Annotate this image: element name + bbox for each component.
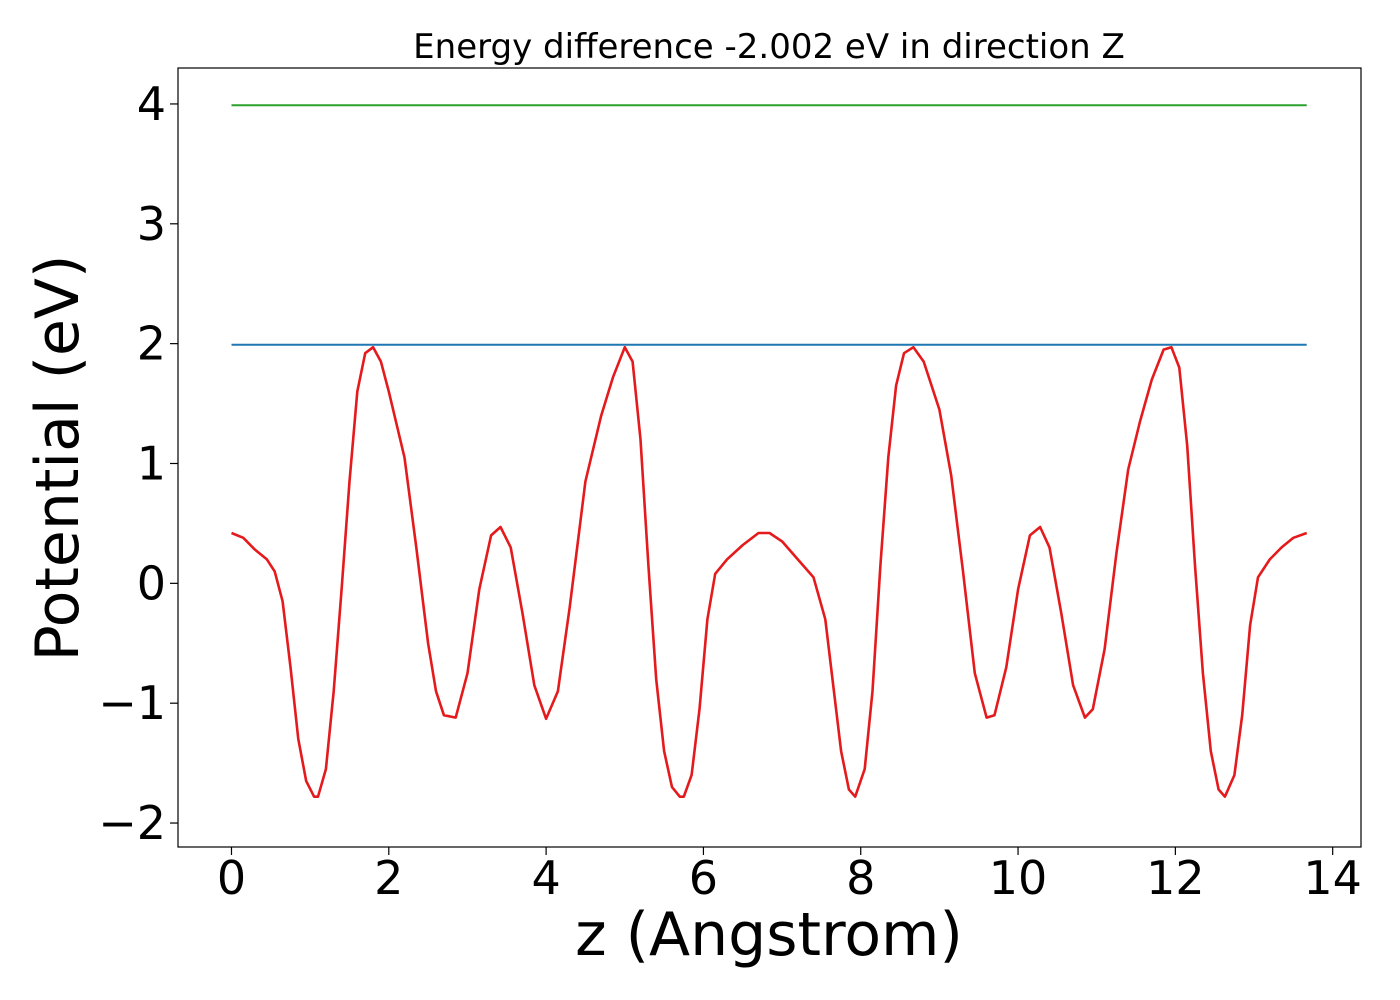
- y-tick-label: 3: [137, 197, 166, 251]
- x-tick-label: 0: [217, 851, 246, 905]
- x-tick-label: 12: [1146, 851, 1205, 905]
- y-tick-label: −1: [98, 676, 166, 730]
- y-tick-label: 2: [137, 317, 166, 371]
- series-layer: [231, 104, 1308, 798]
- y-tick-label: −2: [98, 796, 166, 850]
- x-tick-label: 14: [1303, 851, 1362, 905]
- x-tick-label: 4: [531, 851, 560, 905]
- series-line-2: [231, 345, 1308, 798]
- plot-frame: [177, 67, 1362, 848]
- x-axis-label: z (Angstrom): [575, 900, 963, 970]
- y-ticks: −2 −1 0 1 2 3 4: [98, 77, 178, 850]
- x-tick-label: 8: [846, 851, 875, 905]
- chart-title: Energy difference -2.002 eV in direction…: [413, 27, 1125, 67]
- y-tick-label: 4: [137, 77, 166, 131]
- y-tick-label: 1: [137, 436, 166, 490]
- x-tick-label: 6: [689, 851, 718, 905]
- x-tick-label: 2: [374, 851, 403, 905]
- y-axis-label: Potential (eV): [23, 255, 93, 662]
- y-tick-label: 0: [137, 556, 166, 610]
- x-ticks: 0 2 4 6 8 10 12 14: [217, 847, 1362, 905]
- x-tick-label: 10: [989, 851, 1048, 905]
